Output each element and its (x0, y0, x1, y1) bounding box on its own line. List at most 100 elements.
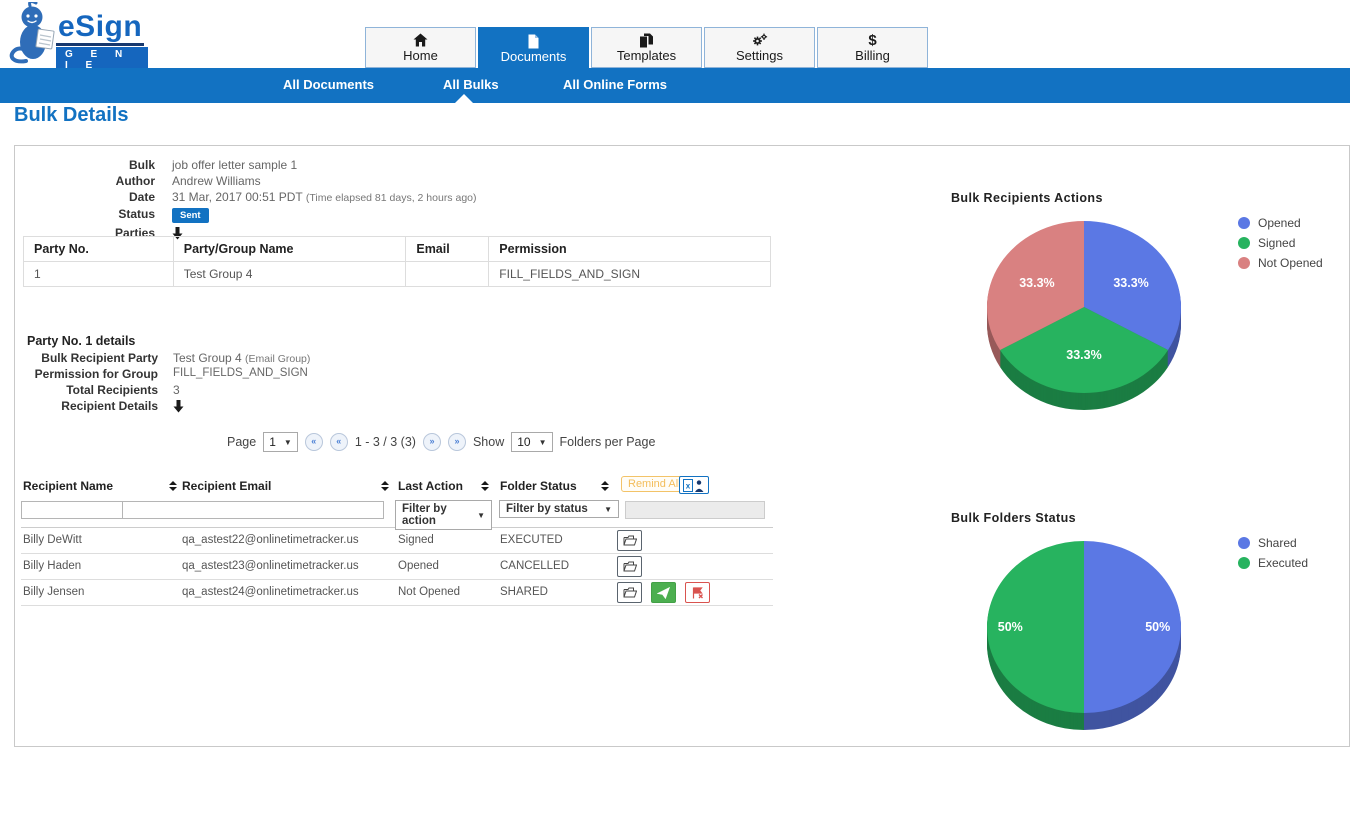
sort-last-action-icon[interactable] (481, 481, 489, 491)
legend-item[interactable]: Shared (1238, 536, 1308, 550)
send-icon (657, 587, 670, 599)
sort-folder-status-icon[interactable] (601, 481, 609, 491)
chevron-down-icon: ▼ (604, 505, 612, 514)
status-label: Status (15, 207, 155, 221)
tab-label: Documents (501, 49, 567, 64)
per-page-select[interactable]: 10▼ (511, 432, 552, 452)
billing-icon: $ (868, 32, 876, 48)
recipient-row: Billy Jensen qa_astest24@onlinetimetrack… (21, 580, 773, 606)
page-select[interactable]: 1▼ (263, 432, 298, 452)
subnav-all-documents[interactable]: All Documents (283, 77, 374, 92)
date-value: 31 Mar, 2017 00:51 PDT (Time elapsed 81 … (155, 190, 477, 204)
subnav-all-bulks[interactable]: All Bulks (443, 77, 499, 92)
document-icon (527, 33, 540, 49)
party-email-header: Email (406, 237, 489, 262)
resend-button[interactable] (651, 582, 676, 603)
settings-icon (751, 32, 768, 48)
recipient-email-header[interactable]: Recipient Email (182, 479, 271, 493)
party-email-cell (406, 262, 489, 287)
brand-text: eSign G E N I E (56, 12, 148, 73)
author-value: Andrew Williams (155, 174, 261, 188)
filter-action-select[interactable]: Filter by action▼ (395, 500, 492, 530)
last-action-header[interactable]: Last Action (398, 479, 463, 493)
remind-all-button[interactable]: Remind All (621, 476, 688, 492)
filter-name-input[interactable] (21, 501, 125, 519)
legend-dot (1238, 237, 1250, 249)
recipient-email: qa_astest23@onlinetimetracker.us (182, 560, 359, 572)
recipient-name: Billy DeWitt (23, 534, 82, 546)
tab-label: Billing (855, 48, 890, 63)
svg-text:x: x (686, 481, 691, 490)
recipient-party-value: Test Group 4 (Email Group) (158, 351, 310, 365)
legend-item[interactable]: Signed (1238, 236, 1323, 250)
recipient-row: Billy Haden qa_astest23@onlinetimetracke… (21, 554, 773, 580)
total-recipients-label: Total Recipients (15, 383, 158, 397)
excel-export-icon: x (683, 479, 705, 492)
next-page-button[interactable]: » (423, 433, 441, 451)
svg-text:33.3%: 33.3% (1066, 348, 1101, 362)
bulk-recipients-actions-chart: Bulk Recipients Actions 33.3%33.3%33.3% … (940, 186, 1350, 496)
date-label: Date (15, 190, 155, 204)
date-elapsed-note: (Time elapsed 81 days, 2 hours ago) (306, 192, 477, 204)
recipient-email: qa_astest24@onlinetimetracker.us (182, 586, 359, 598)
active-subnav-indicator (455, 94, 473, 103)
prev-page-button[interactable]: « (330, 433, 348, 451)
tab-home[interactable]: Home (365, 27, 476, 68)
tab-billing[interactable]: $ Billing (817, 27, 928, 68)
page-label: Page (227, 435, 256, 449)
first-page-button[interactable]: « (305, 433, 323, 451)
party-group-name-header: Party/Group Name (173, 237, 406, 262)
party-row: 1 Test Group 4 FILL_FIELDS_AND_SIGN (24, 262, 771, 287)
open-folder-button[interactable] (617, 530, 642, 551)
svg-text:50%: 50% (1145, 620, 1170, 634)
party-no-cell: 1 (24, 262, 174, 287)
total-recipients-value: 3 (158, 383, 180, 397)
legend-item[interactable]: Executed (1238, 556, 1308, 570)
bulk-folders-status-chart: Bulk Folders Status 50%50% Shared Execut… (940, 506, 1350, 816)
parties-table-header-row: Party No. Party/Group Name Email Permiss… (24, 237, 771, 262)
author-label: Author (15, 174, 155, 188)
filter-disabled-input (625, 501, 765, 519)
svg-text:33.3%: 33.3% (1019, 276, 1054, 290)
tab-documents[interactable]: Documents (478, 27, 589, 70)
legend-item[interactable]: Not Opened (1238, 256, 1323, 270)
recipients-filter-row: Filter by action▼ Filter by status▼ (21, 499, 773, 528)
cancel-flag-icon (692, 587, 704, 599)
recipient-folder-status: SHARED (500, 586, 548, 598)
subnav-all-online-forms[interactable]: All Online Forms (563, 77, 667, 92)
last-page-button[interactable]: » (448, 433, 466, 451)
bulk-details-panel: Bulk job offer letter sample 1 Author An… (14, 145, 1350, 747)
svg-text:33.3%: 33.3% (1113, 276, 1148, 290)
recipients-table-header: Recipient Name Recipient Email Last Acti… (21, 476, 773, 499)
filter-email-input[interactable] (122, 501, 384, 519)
filter-status-select[interactable]: Filter by status▼ (499, 500, 619, 518)
open-folder-button[interactable] (617, 582, 642, 603)
folder-status-header[interactable]: Folder Status (500, 479, 577, 493)
page-range-text: 1 - 3 / 3 (3) (355, 435, 416, 449)
party-name-cell: Test Group 4 (173, 262, 406, 287)
party-permission-cell: FILL_FIELDS_AND_SIGN (489, 262, 771, 287)
bulk-info: Bulk job offer letter sample 1 Author An… (15, 158, 477, 244)
home-icon (413, 32, 428, 48)
status-badge: Sent (172, 208, 209, 223)
recipient-last-action: Opened (398, 560, 439, 572)
group-permission-label: Permission for Group (15, 367, 158, 381)
tab-settings[interactable]: Settings (704, 27, 815, 68)
tab-templates[interactable]: Templates (591, 27, 702, 68)
sort-recipient-email-icon[interactable] (381, 481, 389, 491)
chevron-down-icon: ▼ (539, 438, 547, 447)
tab-label: Settings (736, 48, 783, 63)
export-excel-button[interactable]: x (679, 476, 709, 494)
sort-recipient-name-icon[interactable] (169, 481, 177, 491)
show-label: Show (473, 435, 504, 449)
recipient-details-expand-arrow-icon[interactable] (158, 400, 184, 416)
cancel-folder-button[interactable] (685, 582, 710, 603)
templates-icon (639, 32, 654, 48)
party-details-title: Party No. 1 details (27, 334, 135, 348)
legend-item[interactable]: Opened (1238, 216, 1323, 230)
recipient-party-label: Bulk Recipient Party (15, 351, 158, 365)
recipient-name-header[interactable]: Recipient Name (23, 479, 113, 493)
recipient-last-action: Not Opened (398, 586, 460, 598)
open-folder-button[interactable] (617, 556, 642, 577)
recipient-details-label: Recipient Details (15, 399, 158, 413)
